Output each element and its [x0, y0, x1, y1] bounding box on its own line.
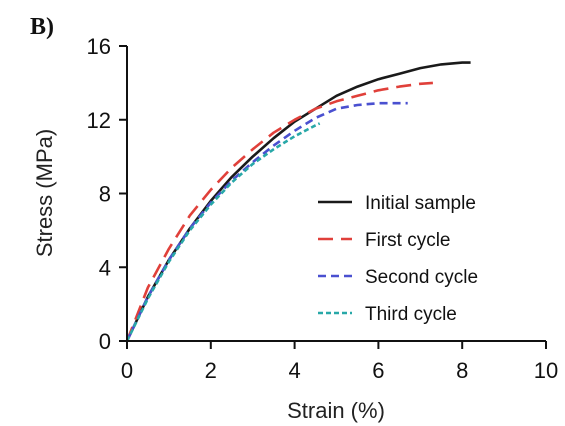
plot-area: [125, 61, 471, 342]
y-tick-label: 0: [99, 329, 111, 354]
x-axis-title: Strain (%): [287, 398, 385, 423]
y-tick-label: 4: [99, 255, 111, 280]
y-axis-title: Stress (MPa): [32, 129, 57, 257]
x-tick-label: 4: [288, 358, 300, 383]
legend-label: First cycle: [365, 230, 451, 251]
legend: Initial sample First cycle Second cycle Thi…: [318, 193, 478, 325]
axes: [126, 46, 546, 342]
series-line-first-cycle: [125, 81, 433, 342]
y-tick-label: 8: [99, 182, 111, 207]
legend-label: Initial sample: [365, 193, 476, 214]
y-tick-label: 16: [87, 34, 111, 59]
series-line-third-cycle: [125, 122, 321, 342]
y-axis-ticks: 0 4 8 12 16: [87, 34, 127, 354]
legend-label: Second cycle: [365, 267, 478, 288]
panel-label: B): [30, 14, 54, 40]
y-tick-label: 12: [87, 108, 111, 133]
series-line-second-cycle: [125, 101, 408, 342]
x-tick-label: 0: [121, 358, 133, 383]
x-axis-ticks: 0 2 4 6 8 10: [121, 341, 558, 383]
x-tick-label: 8: [456, 358, 468, 383]
x-tick-label: 10: [534, 358, 558, 383]
x-tick-label: 6: [372, 358, 384, 383]
x-tick-label: 2: [205, 358, 217, 383]
legend-label: Third cycle: [365, 304, 457, 325]
